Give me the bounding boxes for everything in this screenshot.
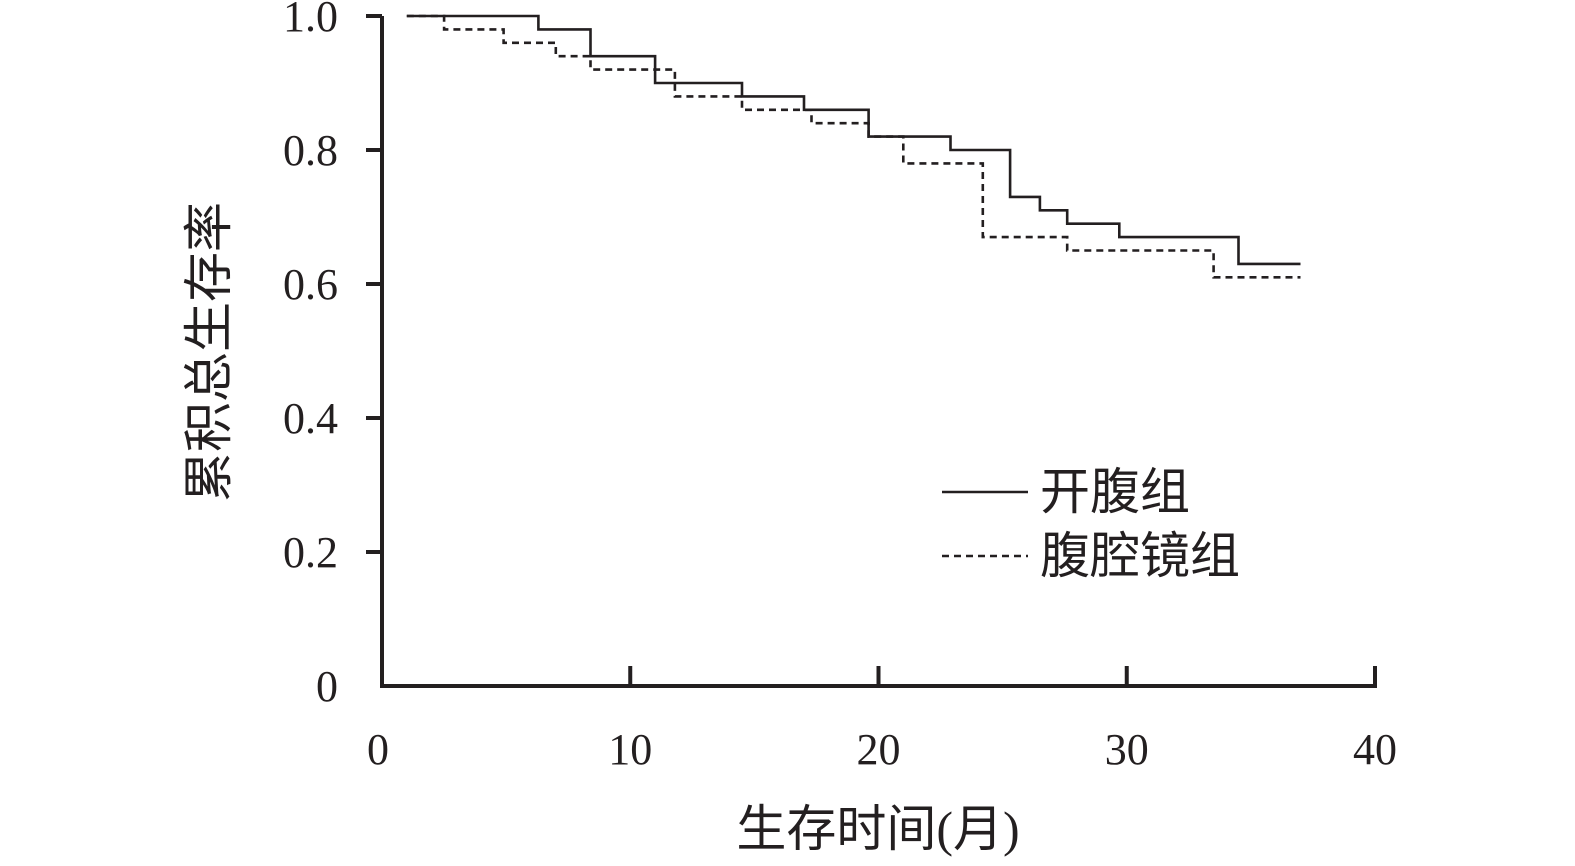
y-tick-label: 0.6 [283, 260, 338, 309]
x-axis-label: 生存时间(月) [736, 801, 1019, 857]
y-tick-label: 0.4 [283, 394, 338, 443]
y-tick-label: 0 [316, 662, 338, 711]
series-line-laparoscopic [406, 14, 1301, 279]
y-axis-label: 累积总生存率 [181, 202, 237, 502]
y-tick-label: 0.2 [283, 528, 338, 577]
x-tick-label: 20 [857, 725, 901, 774]
x-tick-label: 40 [1353, 725, 1397, 774]
ticks: 0 0.2 0.4 0.6 0.8 1.0 0 10 20 30 40 [283, 0, 1397, 774]
legend-label: 腹腔镜组 [1040, 528, 1240, 584]
x-tick-label: 30 [1105, 725, 1149, 774]
x-tick-label: 0 [367, 725, 389, 774]
y-tick-label: 1.0 [283, 0, 338, 41]
x-tick-label: 10 [608, 725, 652, 774]
series-group [406, 14, 1301, 279]
legend-label: 开腹组 [1040, 464, 1190, 520]
series-line-open [406, 14, 1301, 266]
y-tick-label: 0.8 [283, 126, 338, 175]
axes [380, 16, 1377, 688]
